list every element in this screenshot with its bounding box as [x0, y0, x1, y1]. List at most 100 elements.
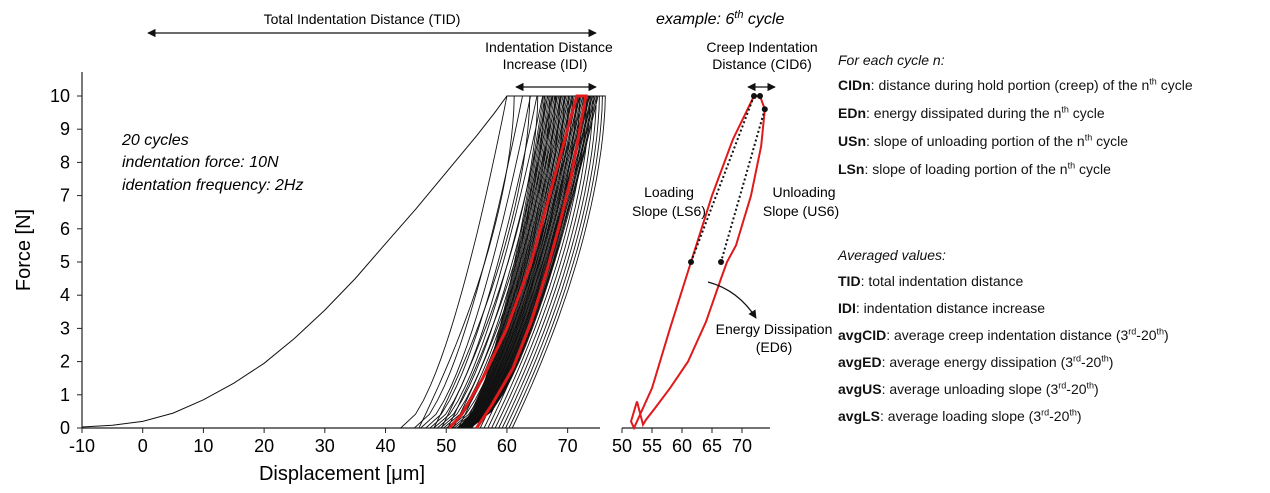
y-tick-label: 6: [60, 219, 70, 239]
inset-x-tick-label: 65: [702, 436, 722, 456]
y-tick-label: 2: [60, 352, 70, 372]
x-tick-label: 20: [254, 436, 274, 456]
cycle-curve: [462, 95, 564, 429]
cycle-curve: [466, 95, 582, 429]
info-force: indentation force: 10N: [122, 154, 279, 171]
ed-arrow: [707, 281, 757, 319]
cycle-curve: [460, 95, 557, 429]
definition-usn: USn: slope of unloading portion of the n…: [838, 132, 1129, 149]
cycle-curve: [461, 95, 558, 429]
cycle-curve: [467, 95, 585, 429]
cycle-curve: [459, 95, 553, 429]
y-tick-label: 5: [60, 252, 70, 272]
y-tick-label: 1: [60, 385, 70, 405]
unloading-slope-fit: [720, 109, 766, 263]
main-x-ticks: -10 0 10 20 30 40 50 60 70: [69, 428, 578, 456]
definition-cidn: CIDn: distance during hold portion (cree…: [838, 76, 1193, 93]
definition-avgus: avgUS: average unloading slope (3rd-20th…: [838, 380, 1099, 397]
y-axis-label: Force [N]: [13, 209, 35, 291]
x-tick-label: 10: [193, 436, 213, 456]
inset-x-tick-label: 70: [732, 436, 752, 456]
y-tick-label: 0: [60, 418, 70, 438]
x-tick-label: 0: [138, 436, 148, 456]
tid-label: Total Indentation Distance (TID): [264, 11, 461, 27]
cycle-curve: [459, 95, 550, 429]
first-loading-curve: [81, 95, 532, 428]
definition-avgcid: avgCID: average creep indentation distan…: [838, 326, 1169, 343]
x-tick-label: 30: [315, 436, 335, 456]
cycle-curve: [460, 95, 555, 429]
cycle-curve: [460, 95, 554, 429]
ed-label-line2: (ED6): [756, 339, 793, 355]
inset-x-tick-label: 60: [672, 436, 692, 456]
cycle-curve: [465, 95, 579, 429]
info-frequency: identation frequency: 2Hz: [122, 177, 303, 194]
idi-label-line1: Indentation Distance: [485, 39, 613, 55]
cycle-curve: [465, 95, 578, 429]
x-axis-label: Displacement [μm]: [259, 463, 425, 485]
cycle-curve: [466, 95, 583, 429]
cycle-curve: [466, 95, 581, 429]
ed-label-line1: Energy Dissipation: [716, 321, 833, 337]
cycle-curve: [458, 95, 546, 429]
info-cycles: 20 cycles: [121, 132, 189, 149]
y-tick-label: 8: [60, 152, 70, 172]
inset-chart: 50 55 60 65 70 example: 6th cycle Creep Inde…: [612, 9, 839, 456]
inset-x-tick-label: 50: [612, 436, 632, 456]
x-tick-label: 70: [558, 436, 578, 456]
y-tick-label: 10: [50, 86, 70, 106]
key-point: [688, 259, 694, 265]
y-tick-label: 9: [60, 119, 70, 139]
x-tick-label: 50: [436, 436, 456, 456]
avg-header: Averaged values:: [838, 247, 946, 263]
key-point: [751, 93, 757, 99]
key-point: [761, 106, 768, 113]
cycle-curve: [462, 95, 562, 429]
x-tick-label: 40: [376, 436, 396, 456]
definition-avgls: avgLS: average loading slope (3rd-20th): [838, 407, 1082, 424]
cycle-curve: [469, 95, 596, 429]
highlighted-cycle-curve: [448, 94, 588, 430]
inset-title: example: 6th cycle: [656, 9, 784, 28]
us-label-line1: Unloading: [772, 184, 835, 200]
cycle-curve: [458, 95, 548, 429]
cycle-curve: [470, 95, 599, 429]
key-points: [688, 93, 768, 265]
definition-avged: avgED: average energy dissipation (3rd-2…: [838, 353, 1114, 370]
y-tick-label: 3: [60, 318, 70, 338]
idi-label-line2: Increase (IDI): [503, 56, 588, 72]
ls-label-line2: Slope (LS6): [632, 203, 706, 219]
cycle-curve: [461, 95, 560, 429]
y-tick-label: 4: [60, 285, 70, 305]
x-tick-label: -10: [69, 436, 95, 456]
cycle-curve: [461, 95, 561, 429]
cycle-curve: [458, 95, 544, 429]
key-point: [718, 259, 724, 265]
us-label-line2: Slope (US6): [763, 203, 839, 219]
cycle-curve: [463, 95, 569, 429]
cid-label-line1: Creep Indentation: [706, 39, 817, 55]
cycle-curve: [465, 95, 576, 429]
cycle-curve: [467, 95, 586, 429]
cycle-curve: [464, 95, 571, 429]
cycle-curves: [400, 95, 606, 429]
inset-x-ticks: 50 55 60 65 70: [612, 428, 752, 456]
x-tick-label: 60: [497, 436, 517, 456]
main-y-ticks: 0 1 2 3 4 5 6 7 8 9 10: [50, 86, 82, 438]
cycle-curve: [469, 95, 597, 429]
cycle-curve: [458, 95, 547, 429]
definition-edn: EDn: energy dissipated during the nth cy…: [838, 104, 1105, 121]
cycle-6-curve: [629, 95, 766, 431]
cid-label-line2: Distance (CID6): [712, 56, 812, 72]
cycle-header: For each cycle n:: [838, 52, 945, 68]
key-point: [757, 93, 763, 99]
ls-label-line1: Loading: [644, 184, 694, 200]
definition-idi: IDI: indentation distance increase: [838, 300, 1046, 316]
definition-lsn: LSn: slope of loading portion of the nth…: [838, 160, 1111, 177]
cycle-curve: [459, 95, 551, 429]
y-tick-label: 7: [60, 186, 70, 206]
definition-tid: TID: total indentation distance: [838, 273, 1024, 289]
inset-x-tick-label: 55: [642, 436, 662, 456]
